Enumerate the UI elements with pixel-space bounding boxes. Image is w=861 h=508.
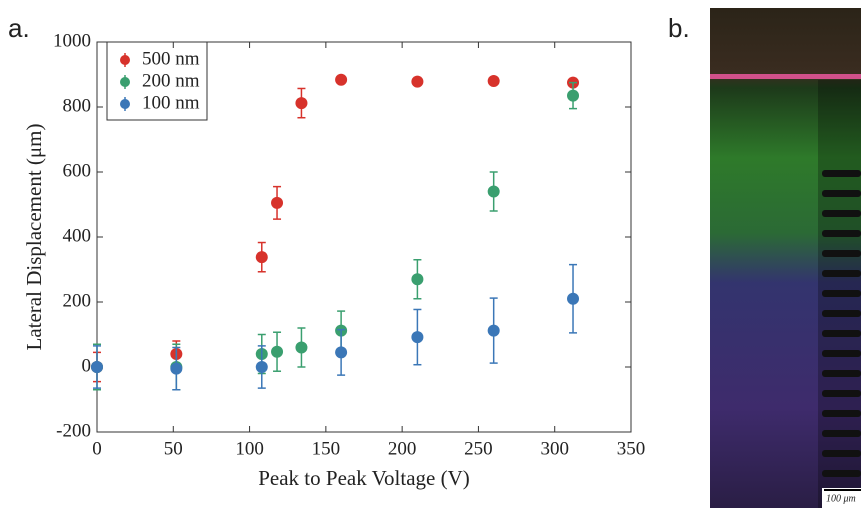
- legend-label: 500 nm: [142, 48, 200, 69]
- y-tick-label: 1000: [53, 30, 91, 51]
- legend-label: 200 nm: [142, 70, 200, 91]
- micrograph: 100 μm: [710, 8, 861, 508]
- x-tick-label: 100: [235, 438, 264, 459]
- y-tick-label: 400: [63, 225, 92, 246]
- etched-slot: [822, 270, 861, 277]
- x-tick-label: 250: [464, 438, 493, 459]
- y-tick-label: 0: [82, 355, 92, 376]
- point: [487, 324, 500, 337]
- point: [271, 345, 284, 358]
- etched-slot: [822, 390, 861, 397]
- x-tick-label: 200: [388, 438, 417, 459]
- etched-slot: [822, 330, 861, 337]
- point: [487, 75, 500, 87]
- etched-slot: [822, 170, 861, 177]
- x-tick-label: 0: [92, 438, 102, 459]
- point: [295, 97, 308, 110]
- y-tick-label: -200: [56, 420, 91, 441]
- point: [335, 346, 348, 359]
- etched-slot: [822, 470, 861, 477]
- legend: [106, 41, 208, 121]
- panel-label: a.: [8, 13, 30, 43]
- etched-slot: [822, 310, 861, 317]
- panel-label: b.: [668, 13, 690, 43]
- etched-slot: [822, 290, 861, 297]
- y-tick-label: 600: [63, 160, 92, 181]
- etched-slot: [822, 190, 861, 197]
- etched-slot: [822, 430, 861, 437]
- etched-slot: [822, 410, 861, 417]
- point: [170, 362, 183, 375]
- point: [271, 196, 284, 209]
- legend-marker: [120, 55, 130, 65]
- legend-label: 100 nm: [142, 92, 200, 113]
- y-tick-label: 800: [63, 95, 92, 116]
- point: [411, 75, 424, 88]
- x-axis-label: Peak to Peak Voltage (V): [258, 466, 470, 490]
- point: [255, 251, 268, 264]
- etched-slot: [822, 450, 861, 457]
- point: [567, 292, 580, 305]
- y-axis-label: Lateral Displacement (μm): [22, 124, 46, 351]
- scale-bar-label: 100 μm: [826, 493, 856, 504]
- point: [411, 273, 424, 286]
- etched-slot: [822, 250, 861, 257]
- point: [255, 361, 268, 373]
- etched-slot: [822, 230, 861, 237]
- point: [91, 361, 103, 373]
- y-tick-label: 200: [63, 290, 92, 311]
- point: [487, 185, 500, 198]
- point: [411, 331, 424, 344]
- x-tick-label: 50: [164, 438, 183, 459]
- x-tick-label: 350: [617, 438, 646, 459]
- etched-slot: [822, 370, 861, 377]
- point: [295, 341, 308, 354]
- legend-marker: [120, 99, 130, 109]
- point: [335, 73, 348, 86]
- etched-slot: [822, 210, 861, 217]
- x-tick-label: 150: [312, 438, 341, 459]
- legend-marker: [120, 77, 130, 87]
- point: [567, 89, 580, 102]
- x-tick-label: 300: [540, 438, 569, 459]
- etched-slot: [822, 350, 861, 357]
